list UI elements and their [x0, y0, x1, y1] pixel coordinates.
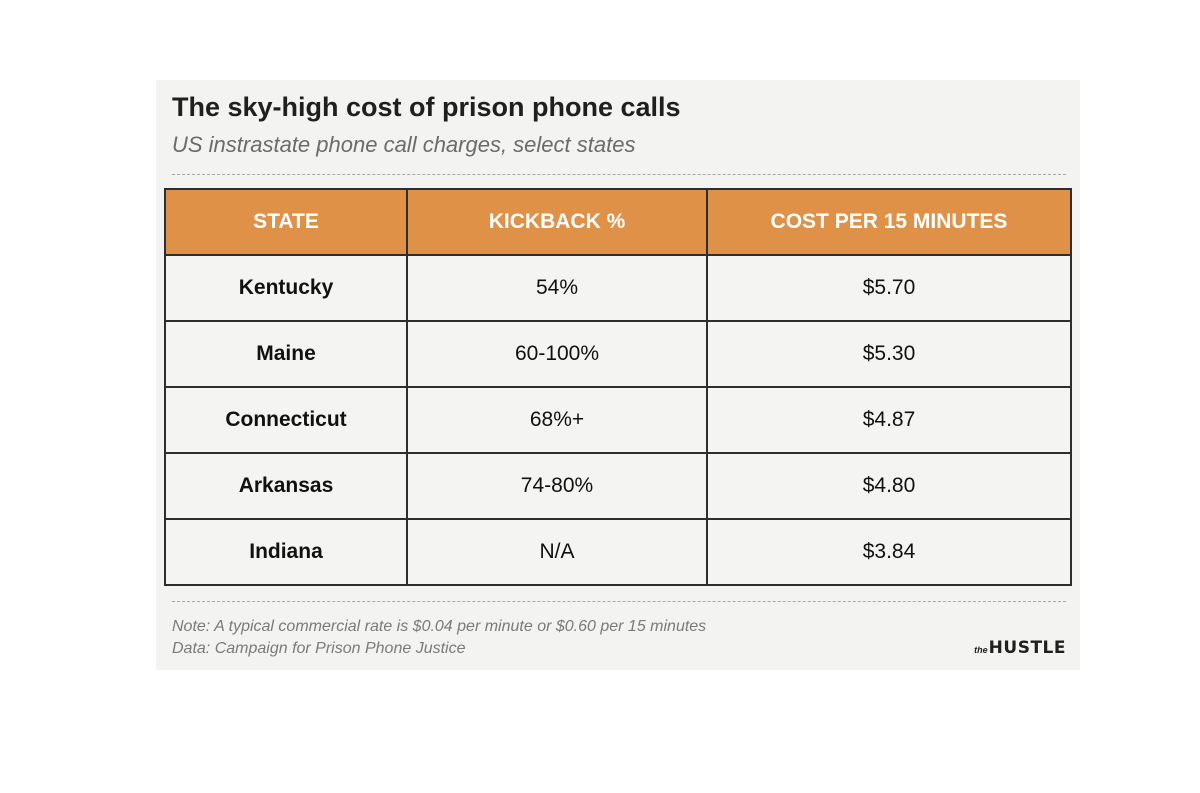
cell-cost: $3.84 [706, 518, 1072, 586]
cell-kickback: 74-80% [406, 452, 708, 520]
cell-cost: $5.70 [706, 254, 1072, 322]
cell-kickback: 68%+ [406, 386, 708, 454]
logo-prefix: the [974, 645, 988, 655]
column-header-state: STATE [164, 188, 408, 256]
chart-card: The sky-high cost of prison phone calls … [156, 80, 1080, 670]
cell-state: Arkansas [164, 452, 408, 520]
cell-state: Kentucky [164, 254, 408, 322]
bottom-divider [172, 601, 1066, 602]
table-row: Connecticut 68%+ $4.87 [164, 386, 1072, 454]
table-row: Kentucky 54% $5.70 [164, 254, 1072, 322]
note-text: Note: A typical commercial rate is $0.04… [172, 618, 707, 635]
chart-title: The sky-high cost of prison phone calls [172, 92, 681, 122]
cell-kickback: N/A [406, 518, 708, 586]
cell-cost: $4.80 [706, 452, 1072, 520]
column-header-kickback: KICKBACK % [406, 188, 708, 256]
source-text: Data: Campaign for Prison Phone Justice [172, 640, 466, 657]
cell-state: Connecticut [164, 386, 408, 454]
footnote: Note: A typical commercial rate is $0.04… [172, 616, 706, 660]
cell-kickback: 60-100% [406, 320, 708, 388]
logo-name: HUSTLE [988, 638, 1066, 658]
cell-cost: $5.30 [706, 320, 1072, 388]
table-row: Indiana N/A $3.84 [164, 518, 1072, 586]
table-header-row: STATE KICKBACK % COST PER 15 MINUTES [164, 188, 1072, 256]
cell-state: Indiana [164, 518, 408, 586]
table-row: Maine 60-100% $5.30 [164, 320, 1072, 388]
cell-state: Maine [164, 320, 408, 388]
table-row: Arkansas 74-80% $4.80 [164, 452, 1072, 520]
chart-subtitle: US instrastate phone call charges, selec… [172, 132, 636, 157]
hustle-logo: theHUSTLE [974, 638, 1066, 658]
data-table: STATE KICKBACK % COST PER 15 MINUTES Ken… [164, 188, 1072, 586]
column-header-cost: COST PER 15 MINUTES [706, 188, 1072, 256]
cell-cost: $4.87 [706, 386, 1072, 454]
top-divider [172, 174, 1066, 175]
cell-kickback: 54% [406, 254, 708, 322]
